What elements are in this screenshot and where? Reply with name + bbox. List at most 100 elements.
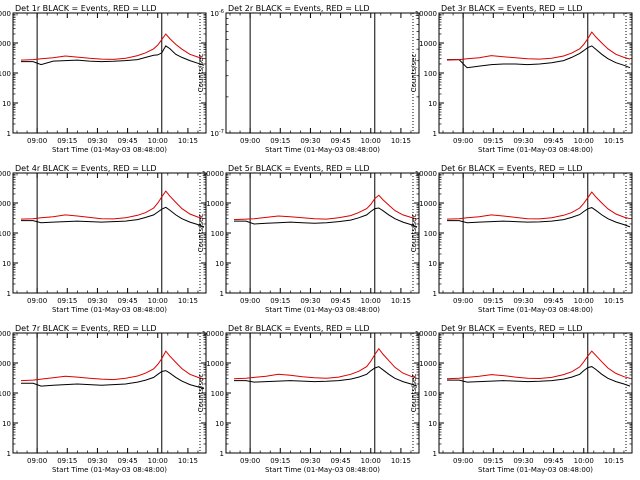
x-tick-label: 10:00 <box>361 137 381 145</box>
series-line-lld <box>233 347 418 380</box>
x-axis-label: Start Time (01-May-03 08:48:00) <box>265 146 380 154</box>
panel-title: Det 4r BLACK = Events, RED = LLD <box>15 164 157 173</box>
series-line-events <box>447 45 631 69</box>
y-tick-label: 10000 <box>0 10 11 18</box>
x-axis-label: Start Time (01-May-03 08:48:00) <box>265 466 380 474</box>
y-tick-label: 10000 <box>202 170 224 178</box>
x-tick-label: 09:30 <box>300 297 320 305</box>
y-axis-label: Counts/sec <box>197 214 205 253</box>
series-line-lld <box>446 31 631 61</box>
y-tick-label: 100 <box>0 230 11 238</box>
y-tick-label: 1000 <box>0 200 11 208</box>
panel-det-1: Det 1r BLACK = Events, RED = LLD 1 10 100 10… <box>0 4 207 154</box>
x-tick-label: 09:30 <box>513 457 533 465</box>
x-tick-label: 09:45 <box>544 137 564 145</box>
y-tick-label: 100 <box>424 70 437 78</box>
x-axis-label: Start Time (01-May-03 08:48:00) <box>478 146 593 154</box>
y-tick-label: 10000 <box>415 170 437 178</box>
panel-det-6: Det 6r BLACK = Events, RED = LLD 1 10 100 10… <box>410 164 633 314</box>
y-axis-label: Counts/sec <box>410 54 418 93</box>
y-tick-label: 1 <box>220 450 224 458</box>
x-tick-label: 09:45 <box>544 297 564 305</box>
x-tick-label: 10:15 <box>178 137 198 145</box>
x-tick-label: 10:15 <box>604 457 624 465</box>
series-line-lld <box>20 350 205 382</box>
panel-det-3: Det 3r BLACK = Events, RED = LLD 1 10 100 10… <box>410 4 633 154</box>
y-axis-label: Counts/sec <box>410 214 418 253</box>
series-line-events <box>21 370 205 390</box>
x-tick-label: 10:00 <box>148 137 168 145</box>
y-tick-label: 10000 <box>415 330 437 338</box>
y-tick-label: 10-7 <box>210 129 224 138</box>
x-axis-label: Start Time (01-May-03 08:48:00) <box>52 306 167 314</box>
panel-title: Det 6r BLACK = Events, RED = LLD <box>441 164 583 173</box>
panel-det-8: Det 8r BLACK = Events, RED = LLD 1 10 100 10… <box>197 324 420 474</box>
x-tick-label: 10:15 <box>178 297 198 305</box>
panel-title: Det 8r BLACK = Events, RED = LLD <box>228 324 370 333</box>
y-tick-label: 10000 <box>202 330 224 338</box>
y-tick-label: 10000 <box>0 330 11 338</box>
y-tick-label: 1000 <box>419 40 437 48</box>
y-tick-label: 10000 <box>0 170 11 178</box>
series-line-events <box>234 366 418 387</box>
panel-title: Det 9r BLACK = Events, RED = LLD <box>441 324 583 333</box>
x-tick-label: 09:30 <box>300 457 320 465</box>
series-line-lld <box>233 194 418 221</box>
series-line-events <box>234 207 418 228</box>
x-tick-label: 09:15 <box>57 297 77 305</box>
y-axis-label: Counts/sec <box>197 54 205 93</box>
x-tick-label: 10:00 <box>148 457 168 465</box>
x-tick-label: 09:15 <box>57 137 77 145</box>
x-axis-label: Start Time (01-May-03 08:48:00) <box>478 466 593 474</box>
y-tick-label: 10 <box>215 420 224 428</box>
y-tick-label: 1 <box>7 290 11 298</box>
x-tick-label: 10:15 <box>391 297 411 305</box>
x-tick-label: 09:15 <box>270 457 290 465</box>
y-tick-label: 1000 <box>0 360 11 368</box>
y-tick-label: 100 <box>211 230 224 238</box>
x-tick-label: 09:00 <box>27 297 47 305</box>
x-tick-label: 10:00 <box>361 457 381 465</box>
x-tick-label: 10:00 <box>574 457 594 465</box>
y-tick-label: 10-6 <box>210 9 224 18</box>
x-tick-label: 09:15 <box>57 457 77 465</box>
x-axis-label: Start Time (01-May-03 08:48:00) <box>52 466 167 474</box>
x-tick-label: 09:15 <box>483 457 503 465</box>
series-line-events <box>21 45 205 66</box>
y-tick-label: 1 <box>433 450 437 458</box>
x-tick-label: 10:00 <box>361 297 381 305</box>
series-line-lld <box>446 350 631 380</box>
panel-det-4: Det 4r BLACK = Events, RED = LLD 1 10 100 10… <box>0 164 207 314</box>
panel-det-9: Det 9r BLACK = Events, RED = LLD 1 10 100 10… <box>410 324 633 474</box>
y-tick-label: 1000 <box>419 200 437 208</box>
x-tick-label: 09:45 <box>331 297 351 305</box>
x-tick-label: 10:00 <box>574 137 594 145</box>
series-line-events <box>447 366 631 387</box>
x-tick-label: 09:45 <box>118 137 138 145</box>
y-tick-label: 1000 <box>0 40 11 48</box>
y-axis-label: Counts/sec <box>197 374 205 413</box>
x-tick-label: 10:15 <box>178 457 198 465</box>
y-tick-label: 1 <box>7 130 11 138</box>
y-tick-label: 1 <box>433 130 437 138</box>
x-axis-label: Start Time (01-May-03 08:48:00) <box>265 306 380 314</box>
y-tick-label: 100 <box>424 230 437 238</box>
y-tick-label: 100 <box>424 390 437 398</box>
y-tick-label: 1 <box>7 450 11 458</box>
x-axis-label: Start Time (01-May-03 08:48:00) <box>52 146 167 154</box>
series-line-events <box>21 206 205 228</box>
panel-det-7: Det 7r BLACK = Events, RED = LLD 1 10 100 10… <box>0 324 207 474</box>
series-line-lld <box>20 33 205 61</box>
x-tick-label: 09:30 <box>87 457 107 465</box>
x-tick-label: 09:30 <box>87 297 107 305</box>
x-tick-label: 10:15 <box>391 457 411 465</box>
y-tick-label: 1000 <box>206 360 224 368</box>
y-tick-label: 10 <box>428 100 437 108</box>
panel-title: Det 1r BLACK = Events, RED = LLD <box>15 4 157 13</box>
x-tick-label: 09:45 <box>331 457 351 465</box>
panel-title: Det 5r BLACK = Events, RED = LLD <box>228 164 370 173</box>
series-line-lld <box>20 190 205 220</box>
x-tick-label: 09:00 <box>453 297 473 305</box>
panel-det-2: Det 2r BLACK = Events, RED = LLD 10-7 10-6… <box>197 4 420 154</box>
